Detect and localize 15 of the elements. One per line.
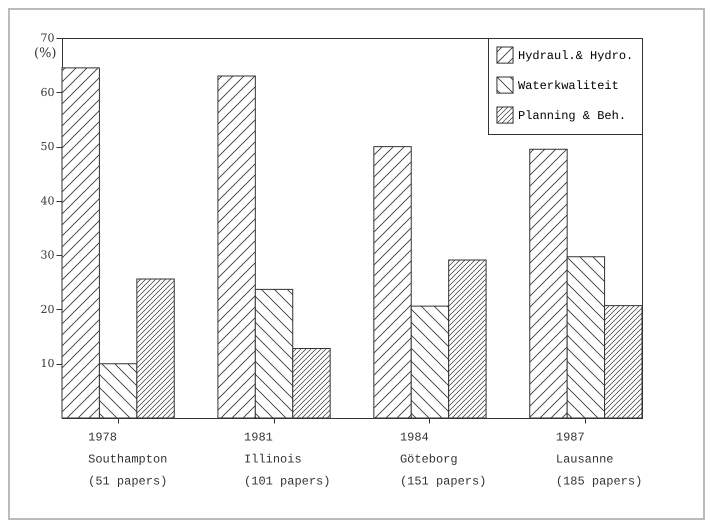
y-tick-label: 70: [40, 32, 54, 44]
legend-label: Planning & Beh.: [518, 109, 626, 123]
y-tick-label: 10: [40, 357, 54, 370]
y-axis-title: (%): [34, 46, 56, 61]
legend-label: Waterkwaliteit: [518, 79, 619, 93]
x-tick-label: 1978 Southampton (51 papers): [88, 430, 168, 488]
y-tick-label: 40: [40, 194, 54, 208]
y-tick-label: 60: [40, 86, 54, 99]
x-tick-label: 1984 Göteborg (151 papers): [400, 430, 486, 488]
x-tick-label: 1981 Illinois (101 papers): [244, 430, 330, 488]
y-tick-label: 50: [40, 140, 54, 154]
y-tick-label: 20: [40, 302, 54, 316]
x-tick-label: 1987 Lausanne (185 papers): [556, 430, 642, 488]
y-tick-label: 30: [40, 248, 54, 262]
legend-label: Hydraul.& Hydro.: [518, 49, 634, 63]
